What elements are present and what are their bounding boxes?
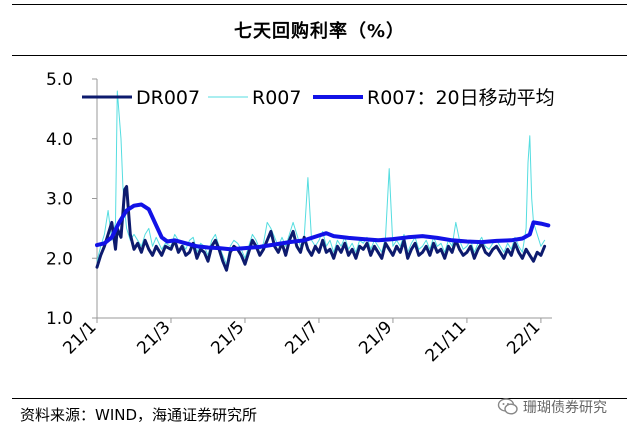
legend-label: R007 [252, 87, 301, 109]
bottom-rule [12, 398, 627, 399]
top-rule [12, 4, 627, 5]
y-tick-label: 2.0 [46, 249, 73, 269]
y-tick-label: 4.0 [46, 130, 73, 150]
series-line-2 [95, 202, 551, 252]
x-tick-label: 21/3 [133, 317, 174, 358]
watermark-text: 珊瑚债券研究 [523, 400, 607, 416]
chart-title: 七天回购利率（%） [233, 21, 406, 42]
x-tick-label: 21/11 [422, 317, 471, 366]
title-bar: 七天回购利率（%） [0, 0, 639, 58]
x-tick-label: 21/9 [355, 317, 396, 358]
legend-label: DR007 [136, 87, 200, 109]
line-chart: 1.02.03.04.05.021/1 21/3 21/5 21/7 21/9 21/11… [46, 70, 555, 366]
x-tick-label: 22/1 [503, 317, 544, 358]
y-tick-label: 3.0 [46, 190, 73, 210]
y-tick-label: 1.0 [46, 309, 73, 329]
legend-label: R007：20日移动平均 [367, 87, 555, 109]
series-line-1 [96, 90, 546, 265]
x-tick-label: 21/7 [281, 317, 322, 358]
wechat-icon [497, 398, 518, 415]
watermark: 珊瑚债券研究 [497, 396, 607, 418]
title-divider [12, 55, 627, 56]
x-tick-label: 21/5 [207, 317, 248, 358]
source-note: 资料来源：WIND，海通证券研究所 [20, 406, 258, 424]
series-line-0 [95, 185, 547, 272]
y-tick-label: 5.0 [46, 70, 73, 90]
